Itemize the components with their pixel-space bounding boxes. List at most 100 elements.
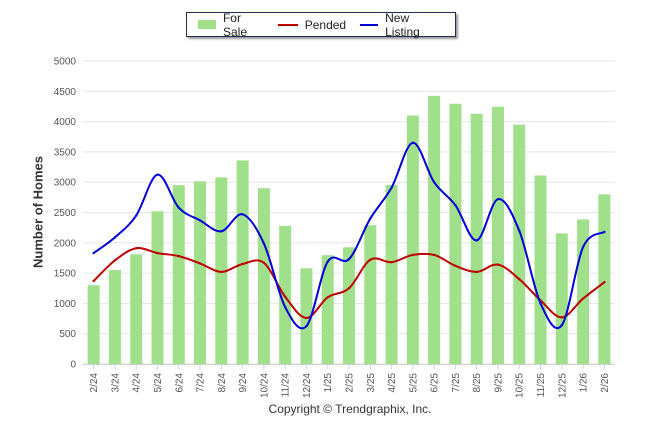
x-tick-label: 4/25 [387,373,398,393]
point-pended-4/25[interactable] [390,260,393,264]
copyright-text: Copyright © Trendgraphix, Inc. [268,402,432,416]
point-pended-11/24[interactable] [283,295,287,298]
bar-for-sale-6/24[interactable] [172,185,185,364]
bar-for-sale-12/24[interactable] [300,268,313,364]
bar-for-sale-10/25[interactable] [513,124,526,364]
bar-for-sale-5/24[interactable] [151,211,164,364]
x-tick-label: 1/25 [323,373,334,393]
point-pended-5/25[interactable] [411,253,415,257]
bar-for-sale-7/24[interactable] [194,181,207,364]
point-new-listing-11/25[interactable] [539,302,542,305]
bar-for-sale-9/25[interactable] [491,106,504,365]
point-new-listing-1/26[interactable] [581,245,585,249]
bar-for-sale-7/25[interactable] [449,103,462,365]
point-pended-6/25[interactable] [432,253,436,257]
point-pended-10/25[interactable] [518,277,521,281]
x-tick-label: 6/24 [174,373,185,393]
point-new-listing-6/25[interactable] [432,181,436,184]
point-new-listing-8/25[interactable] [475,239,478,242]
bar-for-sale-9/24[interactable] [236,160,249,364]
point-new-listing-9/24[interactable] [241,213,244,216]
point-new-listing-11/24[interactable] [283,305,287,309]
legend-item-pended[interactable]: Pended [277,17,347,32]
point-new-listing-8/24[interactable] [220,230,223,233]
bar-for-sale-2/24[interactable] [87,285,100,364]
point-pended-2/24[interactable] [92,279,95,283]
point-new-listing-1/25[interactable] [326,260,329,263]
bar-for-sale-2/26[interactable] [598,194,611,364]
legend-label-pended: Pended [304,17,347,32]
new-listing-swatch-icon [360,23,379,26]
point-pended-9/24[interactable] [241,262,244,266]
point-pended-1/25[interactable] [326,296,329,299]
point-new-listing-2/25[interactable] [347,257,351,261]
x-tick-label: 2/24 [89,373,100,393]
bar-for-sale-4/24[interactable] [130,254,143,364]
point-new-listing-5/24[interactable] [156,173,159,176]
bar-for-sale-12/25[interactable] [555,233,568,364]
point-new-listing-2/24[interactable] [92,251,95,255]
bar-for-sale-2/25[interactable] [343,247,355,364]
bar-for-sale-8/25[interactable] [470,113,483,364]
point-new-listing-5/25[interactable] [411,141,415,145]
bar-for-sale-8/24[interactable] [215,177,228,364]
x-tick-label: 1/26 [579,373,590,393]
point-pended-5/24[interactable] [156,251,159,255]
point-pended-2/26[interactable] [603,280,606,284]
x-tick-label: 9/25 [493,373,504,393]
y-tick-label: 0 [70,360,76,371]
point-new-listing-9/25[interactable] [496,197,500,201]
line-series [92,141,606,330]
point-pended-8/25[interactable] [475,270,478,274]
point-pended-10/24[interactable] [262,261,266,264]
point-new-listing-2/26[interactable] [603,230,606,234]
x-tick-label: 11/24 [281,373,292,398]
x-tick-label: 3/24 [110,373,121,393]
bar-for-sale-6/25[interactable] [428,95,441,364]
point-pended-2/25[interactable] [347,287,351,290]
x-tick-label: 10/24 [259,373,270,398]
x-tick-label: 11/25 [536,373,547,398]
point-new-listing-7/24[interactable] [198,219,202,222]
for-sale-swatch-icon [198,20,216,29]
bar-for-sale-4/25[interactable] [385,184,398,364]
point-new-listing-3/24[interactable] [113,236,117,239]
bar-for-sale-10/24[interactable] [257,188,270,364]
point-pended-12/25[interactable] [560,316,563,319]
y-tick-label: 2500 [54,208,77,219]
point-pended-7/24[interactable] [198,262,202,265]
legend-item-new-listing[interactable]: New Listing [360,11,441,39]
point-new-listing-4/24[interactable] [135,214,138,217]
x-axis: 2/24 3/24 4/24 5/24 6/24 7/24 8/24 9/24 10/24 11/… [83,364,615,398]
bar-for-sale-3/25[interactable] [364,225,377,364]
y-tick-label: 4500 [54,87,77,98]
point-pended-1/26[interactable] [581,297,585,300]
y-tick-label: 4000 [54,117,77,128]
bar-for-sale-3/24[interactable] [108,270,121,364]
y-tick-label: 3000 [54,178,77,189]
x-tick-label: 7/24 [196,373,207,393]
point-pended-6/24[interactable] [177,254,180,258]
point-new-listing-10/24[interactable] [262,242,266,245]
bar-for-sale-11/24[interactable] [279,225,292,364]
point-new-listing-4/25[interactable] [390,186,393,189]
bar-for-sale-1/25[interactable] [321,255,334,364]
point-pended-3/24[interactable] [113,259,117,262]
point-pended-3/25[interactable] [369,258,372,261]
point-pended-4/24[interactable] [135,247,138,250]
point-new-listing-3/25[interactable] [369,217,372,220]
point-new-listing-12/24[interactable] [305,324,308,328]
point-pended-8/24[interactable] [220,270,223,274]
point-new-listing-6/24[interactable] [177,206,180,209]
point-new-listing-12/25[interactable] [560,324,563,327]
point-new-listing-7/25[interactable] [454,204,457,207]
point-pended-7/25[interactable] [454,264,457,268]
legend-item-for-sale[interactable]: For Sale [198,11,264,39]
legend-label-new-listing: New Listing [385,10,420,39]
point-pended-9/25[interactable] [496,263,500,266]
point-pended-12/24[interactable] [305,316,308,320]
x-tick-label: 12/25 [557,373,568,398]
bar-for-sale-11/25[interactable] [534,175,547,364]
point-new-listing-10/25[interactable] [518,229,521,232]
bar-for-sale-5/25[interactable] [406,115,419,364]
